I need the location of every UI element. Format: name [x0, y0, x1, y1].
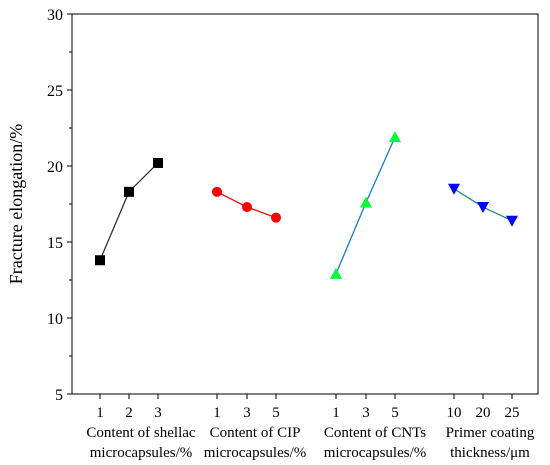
data-point-triangle-up	[389, 131, 401, 143]
x-group-label: microcapsules/%	[204, 445, 306, 461]
y-tick-label: 25	[47, 83, 63, 100]
data-point-triangle-down	[506, 215, 518, 227]
series-3	[330, 131, 401, 279]
series-1	[95, 157, 163, 266]
plot-frame	[71, 13, 539, 395]
x-tick-label: 3	[243, 405, 251, 421]
data-point-circle	[271, 212, 281, 223]
x-group-label: Content of shellac	[86, 425, 195, 441]
data-point-circle	[212, 186, 222, 197]
series-line	[99, 162, 159, 261]
x-axis: 1 2 3 Content of shellac microcapsules/% 1 3 5 C…	[86, 394, 535, 461]
series-layer	[95, 131, 518, 279]
x-group-label: Content of CIP	[210, 425, 301, 441]
y-tick-label: 10	[47, 311, 63, 328]
x-tick-label: 3	[154, 405, 162, 421]
y-tick-label: 30	[47, 7, 63, 24]
x-tick-label: 5	[391, 405, 399, 421]
data-point-triangle-down	[448, 183, 460, 195]
x-group-label: Content of CNTs	[324, 425, 426, 441]
data-point-square	[124, 186, 134, 197]
data-point-square	[153, 157, 163, 168]
series-2	[212, 186, 281, 223]
data-point-circle	[242, 202, 252, 213]
data-point-square	[95, 255, 105, 266]
x-group-label: thickness/μm	[450, 445, 530, 461]
y-tick-label: 20	[47, 159, 63, 176]
y-axis: 5 10 15 20 25 30	[47, 7, 72, 404]
x-tick-label: 2	[125, 405, 133, 421]
x-tick-label: 25	[505, 405, 520, 421]
data-point-triangle-up	[360, 196, 372, 208]
data-point-triangle-up	[330, 267, 342, 279]
x-tick-label: 1	[213, 405, 221, 421]
x-group-label: microcapsules/%	[90, 445, 192, 461]
x-tick-label: 5	[272, 405, 280, 421]
y-tick-label: 15	[47, 235, 63, 252]
x-group-label: microcapsules/%	[324, 445, 426, 461]
series-4	[448, 183, 518, 227]
y-tick-label: 5	[55, 387, 63, 404]
x-tick-label: 1	[96, 405, 104, 421]
data-point-triangle-down	[477, 202, 489, 214]
x-tick-label: 10	[447, 405, 462, 421]
y-axis-label: Fracture elongation/%	[6, 124, 26, 284]
x-tick-label: 3	[362, 405, 370, 421]
x-group-label: Primer coating	[446, 425, 535, 441]
x-tick-label: 20	[476, 405, 491, 421]
x-tick-label: 1	[332, 405, 340, 421]
